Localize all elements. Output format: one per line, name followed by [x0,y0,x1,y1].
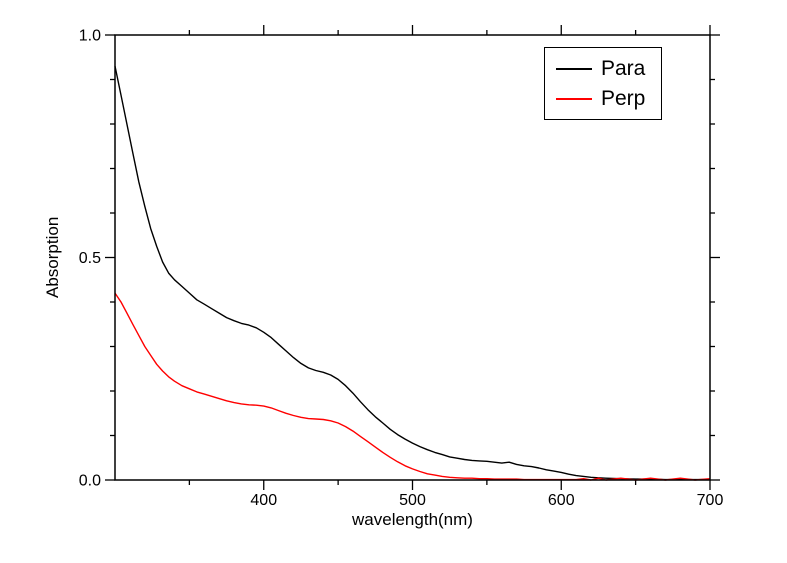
legend-label-para: Para [601,57,646,80]
x-tick-label: 600 [548,492,575,509]
x-tick-label: 700 [697,492,724,509]
legend: Para Perp [544,47,663,121]
para-series-line [114,65,710,481]
legend-label-perp: Perp [601,87,646,111]
para-line-swatch [556,67,592,70]
perp-series-line [114,292,711,481]
legend-item-perp: Perp [556,87,645,110]
perp-line-swatch [556,97,592,100]
y-tick-label: 0.0 [79,473,101,490]
y-tick-label: 1.0 [79,28,101,45]
axis-frame [114,34,711,481]
y-axis-label: Absorption [43,216,62,299]
x-axis-label: wavelength(nm) [352,510,473,529]
x-tick-label: 500 [399,492,426,509]
y-tick-label: 0.5 [79,250,101,267]
x-tick-label: 400 [250,492,277,509]
legend-item-para: Para [556,57,645,80]
